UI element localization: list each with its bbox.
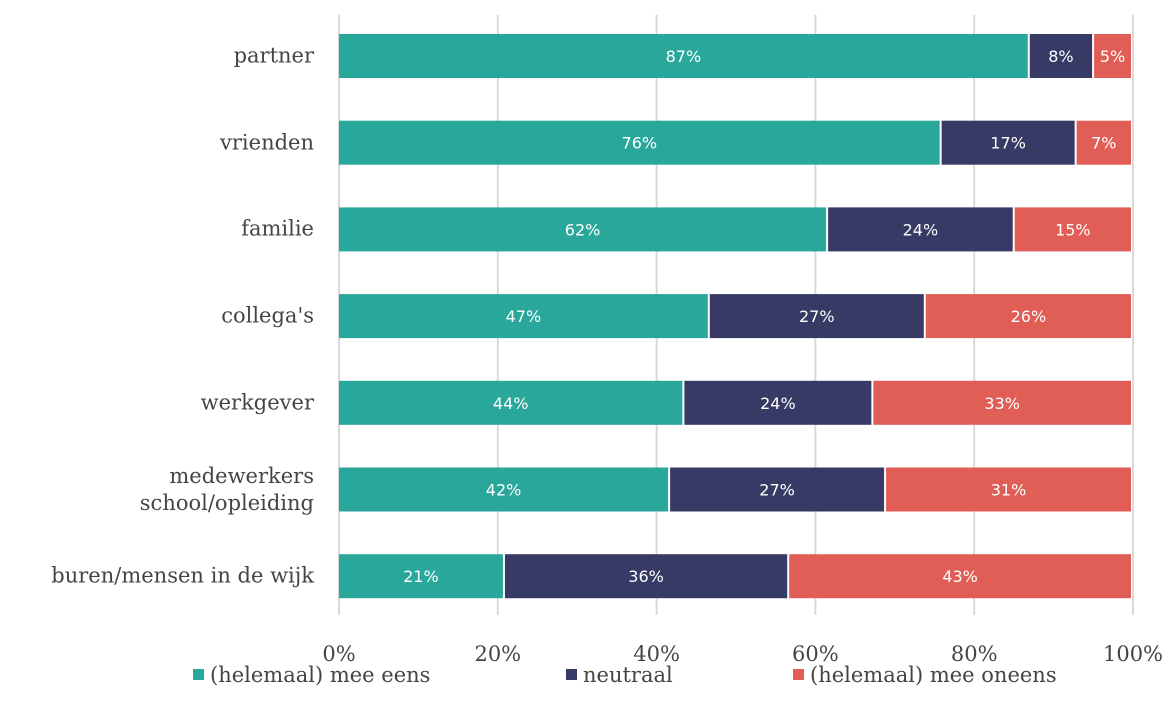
bar-segment [828,207,1013,252]
y-tick-label: buren/mensen in de wijk [51,563,314,588]
bar-segment [339,380,683,425]
bar-segment [339,294,708,339]
value-label: 21% [403,567,439,586]
x-tick-label: 80% [951,642,998,666]
bar-segment [709,294,924,339]
y-tick-label: medewerkers school/opleiding [139,463,314,515]
bar-segment [670,467,885,512]
bar-segment [339,207,827,252]
bar-segment [925,294,1131,339]
value-label: 44% [493,394,529,413]
value-label: 5% [1100,47,1125,66]
legend-label: (helemaal) mee oneens [810,663,1057,687]
x-tick-label: 60% [792,642,839,666]
legend-swatch [793,669,804,680]
x-tick-label: 20% [474,642,521,666]
legend-label: (helemaal) mee eens [210,663,430,687]
bar-segment [339,554,503,599]
y-tick-label: collega's [221,303,314,328]
value-label: 8% [1048,47,1073,66]
legend-swatch [193,669,204,680]
value-label: 27% [799,307,835,326]
value-label: 62% [565,220,601,239]
value-label: 24% [760,394,796,413]
bar-segment [886,467,1131,512]
value-label: 47% [506,307,542,326]
bar-segment [339,34,1028,78]
value-label: 17% [990,134,1026,153]
y-tick-label: familie [241,216,314,241]
value-label: 31% [991,481,1027,500]
value-label: 42% [486,481,522,500]
value-label: 24% [903,220,939,239]
bar-segment [1076,120,1131,165]
value-label: 33% [984,394,1020,413]
legend-label: neutraal [583,663,673,687]
value-label: 87% [666,47,702,66]
bar-segment [504,554,788,599]
value-label: 27% [759,481,795,500]
bar-segment [789,554,1131,599]
bar-segment [684,380,872,425]
bar-segment [339,467,669,512]
value-label: 26% [1011,307,1047,326]
y-tick-label: vrienden [220,130,314,155]
x-tick-label: 40% [633,642,680,666]
bar-segment [941,120,1075,165]
legend-swatch [566,669,577,680]
bar-segment [1094,34,1131,78]
x-tick-label: 0% [322,642,355,666]
y-tick-label: partner [233,43,314,68]
value-label: 7% [1091,134,1116,153]
value-label: 43% [942,567,978,586]
bar-segment [1014,207,1131,252]
value-label: 36% [628,567,664,586]
value-label: 15% [1055,220,1091,239]
value-label: 76% [622,134,658,153]
bar-segment [873,380,1131,425]
y-tick-label: werkgever [200,390,314,415]
bar-segment [1029,34,1093,78]
x-tick-label: 100% [1103,642,1163,666]
bar-segment [339,120,940,165]
